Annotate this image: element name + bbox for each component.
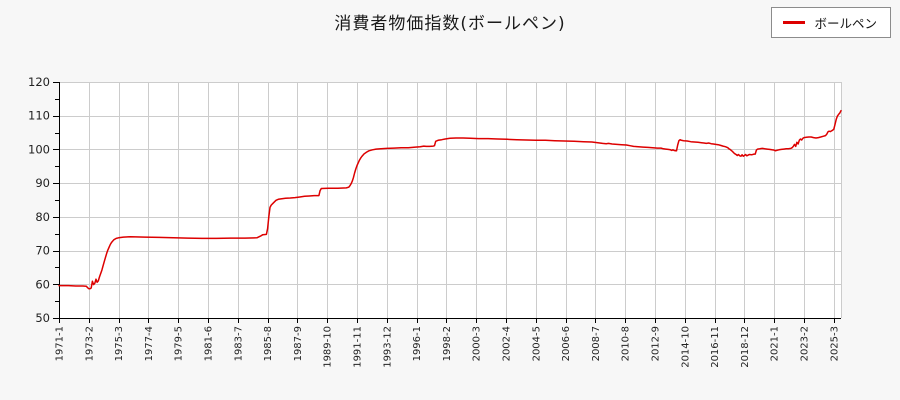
svg-text:1996-1: 1996-1 xyxy=(412,326,423,361)
svg-text:80: 80 xyxy=(35,210,50,224)
svg-text:50: 50 xyxy=(35,311,50,325)
svg-text:1979-5: 1979-5 xyxy=(174,326,185,361)
svg-text:2016-11: 2016-11 xyxy=(710,326,721,368)
axes xyxy=(59,82,841,319)
legend-line-swatch xyxy=(783,21,806,24)
svg-text:1989-10: 1989-10 xyxy=(323,326,334,368)
svg-text:2010-8: 2010-8 xyxy=(621,326,632,361)
svg-text:2008-7: 2008-7 xyxy=(591,326,602,361)
legend: ボールペン xyxy=(771,7,891,38)
svg-text:2002-4: 2002-4 xyxy=(502,326,513,361)
plot-area xyxy=(59,82,841,318)
svg-text:1977-4: 1977-4 xyxy=(144,326,155,361)
svg-text:60: 60 xyxy=(35,277,50,291)
chart-title: 消費者物価指数(ボールペン) xyxy=(334,14,566,34)
svg-text:1971-1: 1971-1 xyxy=(55,326,66,361)
svg-text:70: 70 xyxy=(35,244,50,258)
svg-text:1975-3: 1975-3 xyxy=(114,326,125,361)
svg-text:2012-9: 2012-9 xyxy=(651,326,662,361)
svg-text:1985-8: 1985-8 xyxy=(263,326,274,361)
x-axis-ticks: 1971-1 1973-2 1975-3 1977-4 1979-5 1981-6 1983… xyxy=(55,318,840,368)
svg-text:2018-12: 2018-12 xyxy=(740,326,751,368)
svg-text:2000-3: 2000-3 xyxy=(472,326,483,361)
svg-text:2023-2: 2023-2 xyxy=(800,326,811,361)
svg-text:1991-11: 1991-11 xyxy=(353,326,364,368)
svg-text:1973-2: 1973-2 xyxy=(84,326,95,361)
svg-text:2021-1: 2021-1 xyxy=(770,326,781,361)
series-line-ballpen xyxy=(58,109,842,290)
svg-text:2025-3: 2025-3 xyxy=(829,326,840,361)
svg-text:1993-12: 1993-12 xyxy=(382,326,393,368)
svg-text:2014-10: 2014-10 xyxy=(680,326,691,368)
svg-text:1987-9: 1987-9 xyxy=(293,326,304,361)
svg-text:2006-6: 2006-6 xyxy=(561,326,572,361)
svg-text:1981-6: 1981-6 xyxy=(204,326,215,361)
svg-text:120: 120 xyxy=(28,75,50,89)
svg-text:110: 110 xyxy=(28,109,50,123)
legend-item-label: ボールペン xyxy=(814,16,877,31)
svg-text:100: 100 xyxy=(28,142,50,156)
gridlines xyxy=(59,82,842,318)
svg-text:1998-2: 1998-2 xyxy=(442,326,453,361)
svg-text:90: 90 xyxy=(35,176,50,190)
y-axis-ticks: 50 60 70 80 90 100 110 120 xyxy=(28,75,59,325)
svg-text:2004-5: 2004-5 xyxy=(531,326,542,361)
svg-text:1983-7: 1983-7 xyxy=(233,326,244,361)
